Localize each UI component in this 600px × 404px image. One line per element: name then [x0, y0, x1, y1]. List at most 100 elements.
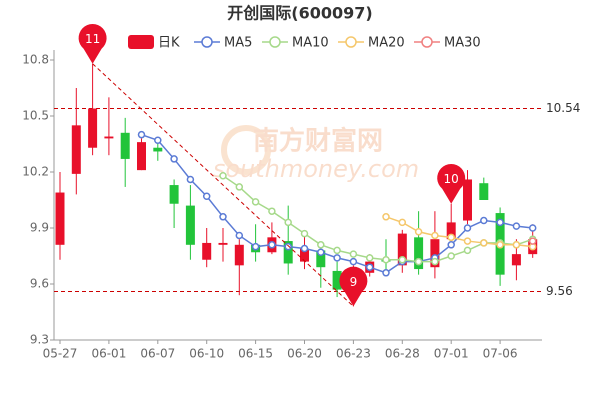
candle-body	[414, 237, 424, 270]
legend-label: MA5	[224, 36, 252, 51]
legend-label: 日K	[158, 36, 180, 51]
watermark: 南方财富网 southmoney.com	[213, 125, 419, 183]
ma-point	[496, 218, 504, 227]
ma-point	[463, 224, 472, 232]
legend-icon	[269, 36, 281, 48]
ma-point	[154, 136, 162, 145]
candle-body	[234, 244, 244, 266]
ma-point	[349, 250, 358, 258]
ma-point	[382, 213, 390, 221]
candle-body	[88, 108, 98, 148]
watermark-logo	[221, 125, 271, 175]
ma-point	[365, 263, 374, 271]
legend-label: MA30	[444, 36, 481, 51]
ma-point	[186, 175, 195, 184]
ma-point	[496, 241, 504, 249]
candle-body	[479, 183, 489, 200]
ma-point	[333, 246, 341, 255]
reference-label: 9.56	[546, 284, 573, 298]
candle-body	[202, 242, 212, 260]
x-tick-label: 06-01	[91, 347, 126, 361]
ma-point	[365, 254, 374, 262]
x-tick-label: 05-27	[43, 347, 78, 361]
x-tick-label: 07-06	[483, 347, 518, 361]
ma-point	[219, 213, 227, 221]
marker-pin	[339, 266, 368, 307]
marker-label: 10	[444, 172, 459, 186]
candle-body	[185, 205, 195, 245]
ma-point	[528, 237, 537, 245]
x-tick-label: 07-01	[434, 347, 469, 361]
legend-icon	[345, 36, 357, 48]
ma-point	[447, 233, 455, 242]
ma-point	[202, 192, 211, 201]
trend-line	[92, 63, 354, 307]
ma-point	[349, 257, 358, 266]
legend-icon	[128, 35, 154, 49]
ma-point	[431, 257, 439, 266]
y-tick-label: 9.9	[30, 221, 49, 235]
ma-point	[317, 241, 325, 249]
candle-body	[55, 192, 65, 245]
ma-point	[528, 224, 537, 232]
ma-point	[382, 255, 390, 264]
ma-point	[235, 183, 244, 191]
candle-body	[71, 125, 81, 174]
candle-body	[511, 254, 521, 266]
x-tick-label: 06-10	[189, 347, 224, 361]
ma-point	[431, 231, 439, 240]
x-tick-label: 06-07	[140, 347, 175, 361]
ma-line	[385, 216, 533, 248]
y-tick-label: 10.5	[22, 109, 49, 123]
candle-body	[283, 241, 293, 264]
legend-label: MA20	[368, 36, 405, 51]
ma-point	[235, 231, 244, 240]
chart-title: 开创国际(600097)	[227, 4, 372, 23]
ma-point	[398, 218, 407, 227]
watermark-text: southmoney.com	[213, 155, 419, 183]
ma-point	[284, 242, 292, 251]
ma-point	[170, 155, 178, 163]
ma-point	[268, 241, 276, 249]
reference-label: 10.54	[546, 101, 580, 115]
ma-point	[414, 227, 423, 236]
legend-label: MA10	[292, 36, 329, 51]
candle-body	[397, 233, 407, 266]
candle-body	[430, 239, 440, 268]
candle-body	[300, 248, 309, 262]
marker-pin	[437, 164, 466, 204]
candle-body	[463, 179, 472, 221]
ma-point	[284, 218, 292, 227]
candle-body	[169, 185, 179, 204]
ma-point	[447, 252, 455, 260]
ma-point	[251, 198, 260, 206]
ma-point	[137, 130, 146, 139]
y-tick-label: 9.3	[30, 333, 49, 347]
candle-body	[218, 242, 228, 245]
legend-icon	[421, 36, 433, 48]
ma-point	[447, 241, 455, 249]
ma-point	[480, 216, 488, 225]
ma-point	[414, 257, 423, 266]
candle-body	[120, 132, 130, 159]
candle-body	[137, 142, 146, 171]
ma-point	[317, 248, 325, 257]
ma-point	[512, 222, 521, 230]
ma-point	[398, 255, 407, 264]
marker-pin	[78, 24, 107, 64]
ma-point	[333, 254, 341, 262]
watermark-text: 南方财富网	[253, 126, 383, 157]
ma-point	[268, 207, 276, 215]
candle-body	[332, 270, 342, 290]
ma-point	[300, 244, 309, 253]
ma-point	[382, 269, 390, 277]
x-tick-label: 06-20	[287, 347, 322, 361]
ma-point	[300, 229, 309, 238]
y-tick-label: 9.6	[30, 277, 49, 291]
legend-icon	[201, 36, 213, 48]
ma-point	[463, 246, 472, 255]
candle-body	[104, 136, 114, 139]
marker-label: 11	[85, 32, 100, 46]
ma-point	[480, 239, 488, 247]
